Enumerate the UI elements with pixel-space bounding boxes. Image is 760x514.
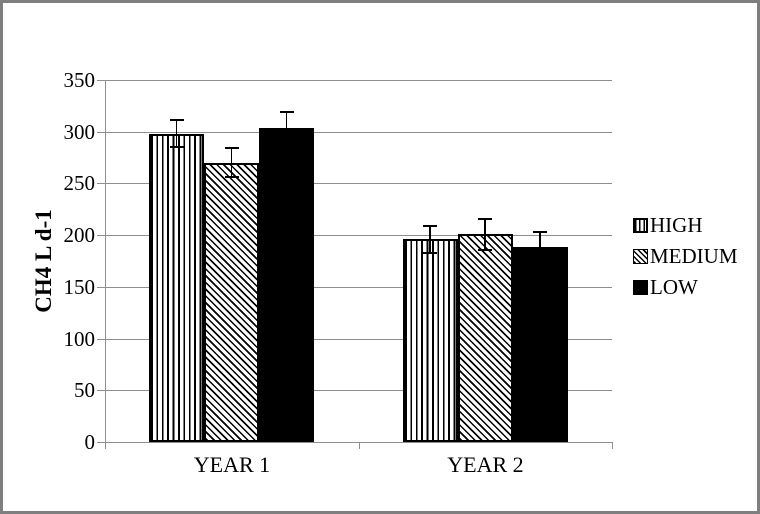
y-tick-mark [97,390,105,391]
legend: HIGH MEDIUM LOW [633,212,738,305]
legend-label-low: LOW [650,275,698,299]
legend-item-high: HIGH [633,212,738,238]
y-tick-label: 150 [63,275,96,299]
x-tick-mark [105,442,106,449]
gridline [105,235,612,236]
error-bar-cap-bottom [279,142,294,145]
bar-low-year-1 [259,127,314,442]
y-tick-label: 350 [63,68,96,92]
x-tick-mark [359,442,360,449]
error-bar-line [539,232,541,261]
legend-item-medium: MEDIUM [633,243,738,269]
x-axis-label-year-2: YEAR 2 [447,452,524,477]
y-tick-mark [97,132,105,133]
bar-high-year-1 [149,133,204,442]
error-bar-cap-top [478,217,492,220]
error-bar-line [285,112,288,144]
legend-label-high: HIGH [650,213,703,237]
legend-label-medium: MEDIUM [650,244,738,268]
error-bar-line [429,225,431,253]
y-tick-label: 300 [63,120,96,144]
bar-medium-year-1 [204,162,259,442]
error-bar-cap-top [423,224,437,227]
y-axis-line [105,80,106,443]
gridline [105,80,612,81]
legend-swatch-low-icon [633,279,648,295]
error-bar-cap-top [533,231,547,234]
gridline [105,390,612,391]
y-tick-mark [97,183,105,184]
error-bar-line [230,148,233,178]
error-bar-line [175,120,178,148]
error-bar-cap-top [169,119,184,122]
gridline [105,287,612,288]
error-bar-cap-top [279,111,294,114]
y-tick-mark [97,442,105,443]
gridline [105,183,612,184]
error-bar-cap-bottom [423,251,437,254]
y-tick-label: 50 [74,378,95,402]
y-tick-label: 0 [84,430,96,454]
gridline [105,339,612,340]
x-tick-mark [612,442,613,449]
error-bar-line [484,218,486,250]
error-bar-cap-bottom [224,176,239,179]
error-bar-cap-top [224,147,239,150]
error-bar-cap-bottom [533,260,547,262]
bar-medium-year-2 [457,234,513,442]
legend-swatch-medium-icon [633,248,648,264]
bar-high-year-2 [402,239,458,442]
x-axis-label-year-1: YEAR 1 [193,452,271,477]
y-tick-label: 100 [63,327,96,351]
y-tick-mark [97,80,105,81]
y-tick-mark [97,235,105,236]
y-tick-mark [97,339,105,340]
error-bar-cap-bottom [169,146,184,149]
bar-low-year-2 [512,246,568,442]
y-tick-mark [97,287,105,288]
legend-swatch-high-icon [633,217,648,233]
y-tick-label: 250 [63,171,96,195]
y-tick-label: 200 [63,223,96,247]
gridline [105,442,612,443]
error-bar-cap-bottom [478,248,492,251]
gridline [105,132,612,133]
legend-item-low: LOW [633,274,738,300]
